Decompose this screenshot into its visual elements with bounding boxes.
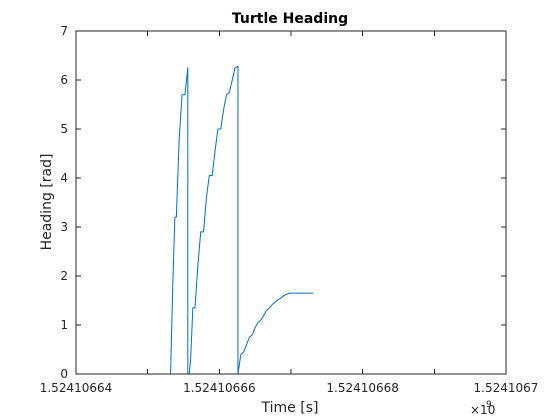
chart-title: Turtle Heading (232, 11, 348, 27)
x-exponent-power: 9 (486, 400, 492, 410)
x-tick-label: 1.52410664 (40, 381, 113, 395)
series-line-0 (76, 65, 314, 375)
y-axis-label: Heading [rad] (39, 154, 55, 251)
x-axis-label: Time [s] (261, 400, 319, 416)
y-tick-label: 5 (60, 122, 68, 136)
y-tick-label: 0 (60, 367, 68, 381)
y-tick-label: 7 (60, 24, 68, 38)
y-tick-label: 1 (60, 318, 68, 332)
y-tick-label: 4 (60, 171, 68, 185)
tick-layer: 1.52410664 1.52410666 1.52410668 1.5241067 0… (40, 24, 539, 395)
y-tick-label: 2 (60, 269, 68, 283)
plot-area (76, 31, 506, 374)
x-tick-label: 1.52410668 (326, 381, 399, 395)
x-tick-label: 1.5241067 (474, 381, 539, 395)
series-layer (76, 65, 314, 375)
y-tick-label: 3 (60, 220, 68, 234)
x-tick-label: 1.52410666 (183, 381, 256, 395)
y-tick-label: 6 (60, 73, 68, 87)
x-exponent-base: ×10 (470, 403, 495, 417)
